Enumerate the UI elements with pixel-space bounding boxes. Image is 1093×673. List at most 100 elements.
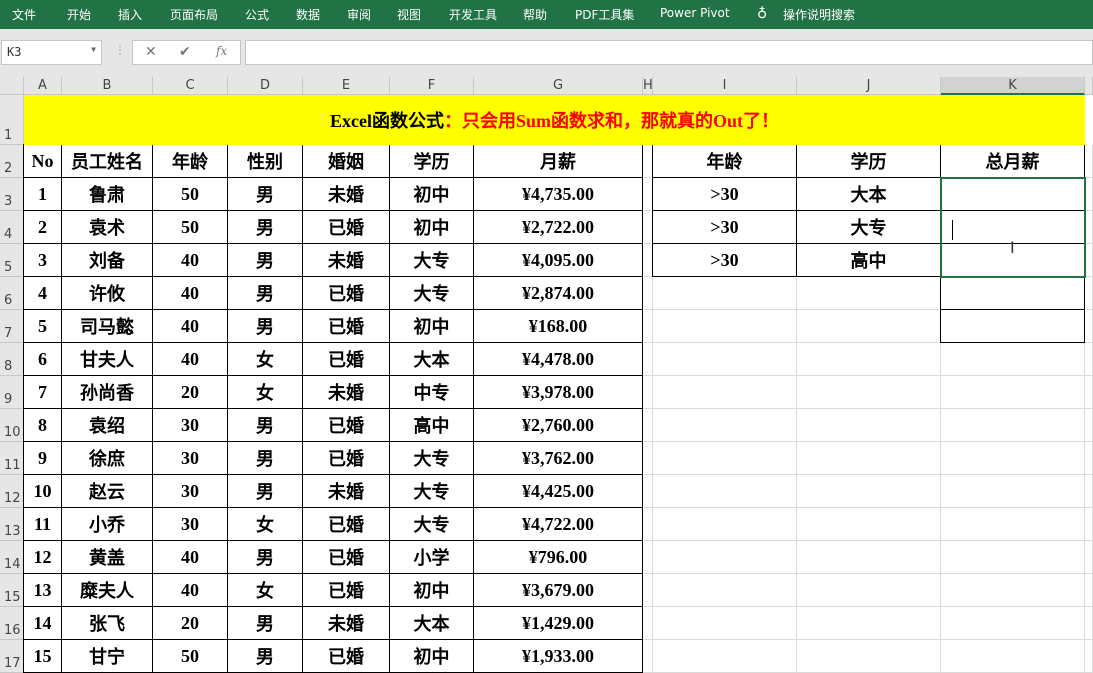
column-header-f[interactable]: F [390, 77, 474, 95]
column-header-g[interactable]: G [474, 77, 643, 95]
table-cell[interactable]: 未婚 [302, 243, 390, 277]
table-cell[interactable]: 女 [227, 342, 303, 376]
insert-function-icon[interactable]: fx [216, 44, 228, 58]
table-cell[interactable]: 糜夫人 [61, 573, 153, 607]
table-cell[interactable]: 徐庶 [61, 441, 153, 475]
table-cell[interactable]: 男 [227, 474, 303, 508]
row-header-14[interactable]: 14 [0, 541, 24, 574]
ribbon-tab[interactable]: 数据 [296, 8, 321, 22]
table-cell[interactable]: 40 [152, 243, 228, 277]
table-cell[interactable]: 袁术 [61, 210, 153, 244]
row-header-12[interactable]: 12 [0, 475, 24, 508]
table-cell[interactable]: 40 [152, 573, 228, 607]
table-cell[interactable]: 50 [152, 210, 228, 244]
table-cell[interactable]: 男 [227, 408, 303, 442]
lightbulb-icon[interactable]: ♀ [757, 4, 768, 20]
table-cell[interactable]: 8 [23, 408, 62, 442]
table-cell[interactable]: 男 [227, 540, 303, 574]
column-header-j[interactable]: J [797, 77, 941, 95]
table-cell[interactable]: 甘夫人 [61, 342, 153, 376]
table-cell[interactable]: 男 [227, 441, 303, 475]
table-cell[interactable]: 50 [152, 639, 228, 673]
table-cell[interactable]: ¥1,933.00 [473, 639, 643, 673]
table-cell[interactable]: 5 [23, 309, 62, 343]
table-cell[interactable]: 9 [23, 441, 62, 475]
ribbon-tab[interactable]: 开发工具 [449, 8, 498, 22]
table-cell[interactable]: 已婚 [302, 408, 390, 442]
table-cell[interactable]: 大本 [389, 342, 474, 376]
ribbon-tab[interactable]: 视图 [397, 8, 422, 22]
table-cell[interactable]: 大专 [389, 441, 474, 475]
ribbon-tab[interactable]: 文件 [12, 8, 37, 22]
table-cell[interactable]: 14 [23, 606, 62, 640]
table-cell[interactable]: 初中 [389, 177, 474, 211]
table-cell[interactable]: 男 [227, 639, 303, 673]
enter-icon[interactable]: ✔ [179, 44, 191, 60]
table-cell[interactable]: ¥4,095.00 [473, 243, 643, 277]
table-cell[interactable]: 40 [152, 342, 228, 376]
table-cell[interactable]: 甘宁 [61, 639, 153, 673]
row-header-9[interactable]: 9 [0, 376, 24, 409]
table-cell[interactable]: 刘备 [61, 243, 153, 277]
output-cell[interactable] [940, 309, 1085, 343]
select-all-corner[interactable] [0, 77, 24, 95]
column-header-d[interactable]: D [228, 77, 303, 95]
table-cell[interactable]: 已婚 [302, 309, 390, 343]
table-cell[interactable]: 2 [23, 210, 62, 244]
table-cell[interactable]: 男 [227, 243, 303, 277]
criteria-cell[interactable]: >30 [652, 210, 797, 244]
table-cell[interactable]: ¥4,735.00 [473, 177, 643, 211]
sheet-title[interactable]: Excel函数公式 ：只会用Sum函数求和，那就真的Out了！ [24, 95, 1085, 145]
table-cell[interactable]: 初中 [389, 210, 474, 244]
table-cell[interactable]: 男 [227, 210, 303, 244]
table-cell[interactable]: 已婚 [302, 342, 390, 376]
ribbon-tab[interactable]: 帮助 [523, 8, 548, 22]
table-cell[interactable]: 12 [23, 540, 62, 574]
criteria-header[interactable]: 总月薪 [940, 144, 1085, 178]
table-cell[interactable]: 15 [23, 639, 62, 673]
table-cell[interactable]: 未婚 [302, 375, 390, 409]
table-header[interactable]: 性别 [227, 144, 303, 178]
ribbon-tab[interactable]: 审阅 [347, 8, 372, 22]
criteria-cell[interactable]: 高中 [796, 243, 941, 277]
table-cell[interactable]: ¥2,760.00 [473, 408, 643, 442]
row-header-2[interactable]: 2 [0, 145, 24, 178]
table-cell[interactable]: ¥3,762.00 [473, 441, 643, 475]
table-header[interactable]: 年龄 [152, 144, 228, 178]
column-header-l[interactable] [1085, 77, 1093, 95]
ribbon-tab[interactable]: Power Pivot [660, 6, 730, 20]
table-cell[interactable]: 已婚 [302, 276, 390, 310]
table-cell[interactable]: 张飞 [61, 606, 153, 640]
table-cell[interactable]: ¥2,874.00 [473, 276, 643, 310]
table-cell[interactable]: 女 [227, 375, 303, 409]
table-cell[interactable]: 初中 [389, 309, 474, 343]
table-cell[interactable]: 已婚 [302, 210, 390, 244]
row-header-7[interactable]: 7 [0, 310, 24, 343]
table-cell[interactable]: 许攸 [61, 276, 153, 310]
chevron-down-icon[interactable]: ▼ [91, 45, 96, 54]
row-header-11[interactable]: 11 [0, 442, 24, 475]
table-header[interactable]: 月薪 [473, 144, 643, 178]
table-cell[interactable]: 大专 [389, 243, 474, 277]
table-cell[interactable]: 大专 [389, 276, 474, 310]
table-cell[interactable]: 男 [227, 309, 303, 343]
table-cell[interactable]: 40 [152, 540, 228, 574]
row-header-6[interactable]: 6 [0, 277, 24, 310]
table-cell[interactable]: 已婚 [302, 573, 390, 607]
table-cell[interactable]: 未婚 [302, 177, 390, 211]
table-cell[interactable]: 中专 [389, 375, 474, 409]
output-cell[interactable] [940, 276, 1085, 310]
table-cell[interactable]: 未婚 [302, 474, 390, 508]
table-cell[interactable]: 10 [23, 474, 62, 508]
table-cell[interactable]: 已婚 [302, 540, 390, 574]
table-cell[interactable]: 20 [152, 606, 228, 640]
table-cell[interactable]: 已婚 [302, 507, 390, 541]
criteria-header[interactable]: 学历 [796, 144, 941, 178]
criteria-cell[interactable]: 大本 [796, 177, 941, 211]
table-cell[interactable]: 40 [152, 309, 228, 343]
table-header[interactable]: No [23, 144, 62, 178]
table-cell[interactable]: 鲁肃 [61, 177, 153, 211]
table-cell[interactable]: 女 [227, 573, 303, 607]
table-cell[interactable]: ¥1,429.00 [473, 606, 643, 640]
table-cell[interactable]: 初中 [389, 573, 474, 607]
